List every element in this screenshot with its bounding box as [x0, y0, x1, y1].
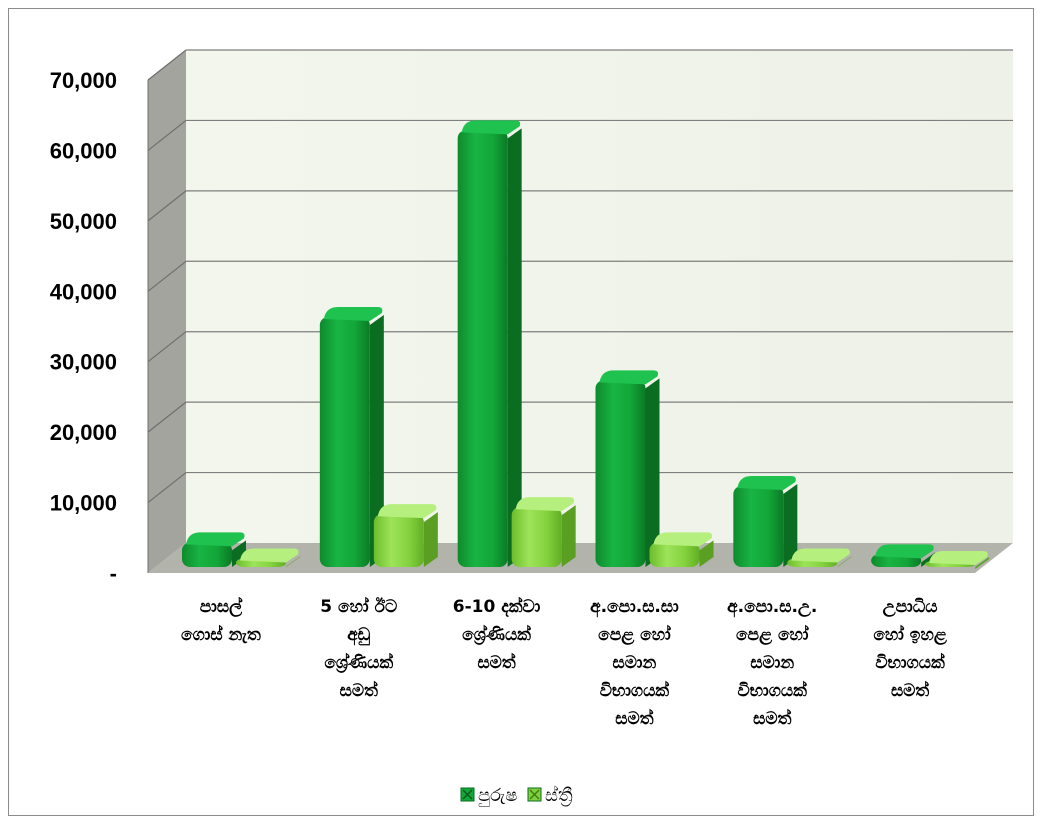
- x-tick-label: පෙළ හෝ: [598, 624, 672, 646]
- bar-front: [733, 486, 784, 567]
- bar-front: [595, 380, 646, 567]
- bar-3-0: [595, 370, 660, 567]
- bar-top: [737, 476, 796, 491]
- x-tick-label: සමාන: [612, 653, 656, 673]
- bar-top: [323, 306, 383, 321]
- bar-side: [507, 128, 522, 568]
- bar-5-0: [871, 544, 936, 567]
- y-tick-label: 10,000: [50, 491, 117, 516]
- bar-top: [515, 497, 575, 512]
- bar-side: [645, 378, 660, 567]
- bar-top: [929, 551, 988, 565]
- y-tick-label: 60,000: [50, 138, 117, 163]
- legend-swatch-0: [460, 787, 475, 802]
- x-tick-label: සමත්: [891, 680, 930, 701]
- bar-side: [837, 556, 852, 567]
- gridline-side: [147, 331, 187, 363]
- x-tick-label: සමත්: [753, 708, 792, 729]
- x-tick-label: සමාන: [750, 653, 794, 673]
- legend-swatch-1: [527, 787, 542, 802]
- y-tick-label: 30,000: [50, 350, 117, 375]
- x-tick-label: ශ්‍රේණියක්: [462, 624, 531, 646]
- x-tick-label: 6-10 දක්වා: [453, 596, 541, 618]
- bar-top: [461, 120, 521, 135]
- x-tick-label: පෙළ හෝ: [736, 624, 810, 646]
- bar-side: [286, 556, 300, 567]
- bar-2-1: [511, 497, 576, 567]
- bar-4-1: [787, 548, 852, 567]
- x-tick-label: ශ්‍රේණියක්: [324, 652, 393, 674]
- bar-1-0: [319, 306, 384, 567]
- bar-0-0: [182, 532, 246, 567]
- bar-top: [653, 532, 712, 547]
- gridline-side: [147, 190, 187, 222]
- legend-swatch-mark: [529, 789, 540, 800]
- gridline-side: [147, 260, 187, 292]
- x-tick-label: පාසල්: [200, 596, 243, 618]
- x-tick-label: අඩු: [347, 625, 370, 646]
- y-tick-label: 70,000: [50, 68, 117, 93]
- x-tick-label: ගොස් නැත: [181, 624, 261, 645]
- x-tick-label: උපාධිය: [883, 597, 938, 618]
- bar-front: [649, 542, 700, 567]
- x-tick-label: විභාගයක්: [875, 652, 945, 673]
- legend-swatch-mark: [462, 789, 473, 800]
- y-tick-label: 50,000: [50, 209, 117, 234]
- bar-3-1: [649, 532, 714, 567]
- y-tick-label: 20,000: [50, 420, 117, 445]
- bar-top: [186, 532, 245, 547]
- x-tick-label: 5 හෝ ඊට: [320, 596, 397, 617]
- y-tick-label: 40,000: [50, 279, 117, 304]
- bar-0-1: [236, 548, 300, 567]
- bar-side: [699, 540, 714, 567]
- bar-top: [240, 548, 299, 563]
- bar-top: [377, 504, 437, 519]
- bar-side: [232, 540, 246, 567]
- bar-side: [921, 552, 936, 567]
- x-tick-label: අ.පො.ස.උ.: [727, 597, 817, 618]
- x-tick-label: විභාගයක්: [600, 680, 670, 701]
- bar-side: [423, 512, 438, 567]
- bar-side: [369, 314, 384, 567]
- bar-side: [561, 505, 576, 567]
- gridline-side: [147, 472, 187, 504]
- x-tick-label: සමත්: [340, 680, 379, 701]
- bar-front: [182, 542, 232, 567]
- bar-front: [373, 514, 424, 567]
- bar-front: [511, 507, 562, 567]
- bar-2-0: [457, 120, 522, 568]
- y-tick-label: -: [110, 561, 117, 586]
- bar-top: [791, 548, 850, 563]
- gridline-side: [147, 401, 187, 433]
- side-wall: [148, 50, 186, 573]
- gridline-side: [147, 119, 187, 151]
- bar-4-0: [733, 476, 798, 567]
- bar-front: [457, 130, 508, 568]
- bar-5-1: [925, 551, 990, 569]
- gridline-side: [147, 49, 187, 81]
- x-tick-label: සමත්: [477, 652, 516, 673]
- x-tick-label: සමත්: [615, 708, 654, 729]
- legend-label: ස්ත්‍රී: [545, 785, 573, 806]
- bar-side: [975, 557, 990, 569]
- bar-1-1: [373, 504, 438, 567]
- x-tick-label: අ.පො.ස.සා: [590, 597, 679, 618]
- bar-front: [319, 316, 370, 567]
- x-tick-label: හෝ ඉහළ: [873, 624, 946, 646]
- bar-top: [875, 544, 934, 559]
- legend-label: පුරුෂ: [478, 785, 517, 806]
- x-tick-label: විභාගයක්: [738, 680, 808, 701]
- bar-side: [783, 484, 798, 567]
- bar-top: [599, 370, 658, 385]
